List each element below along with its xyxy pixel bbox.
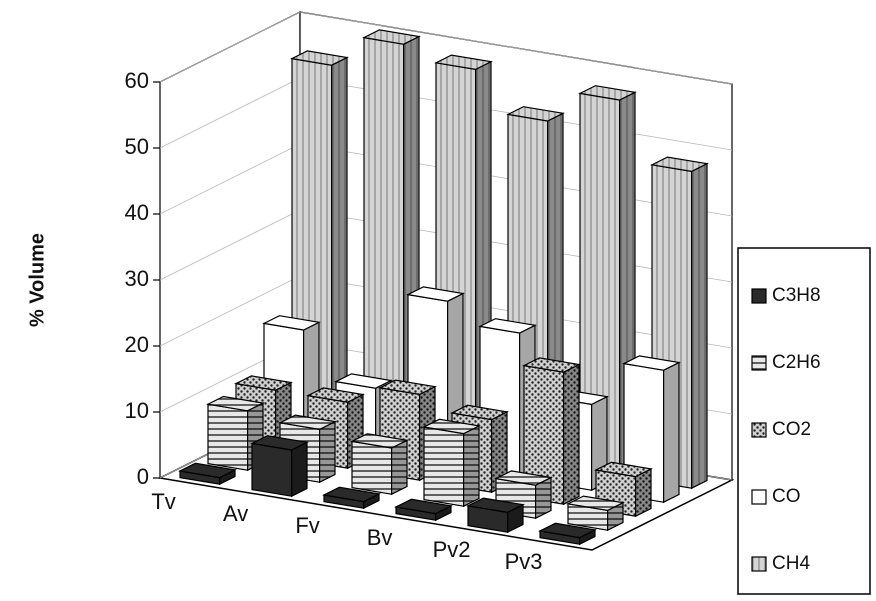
bar-side-shade bbox=[319, 421, 335, 483]
bar-top bbox=[262, 315, 321, 331]
x-tick-label: Fv bbox=[295, 513, 319, 538]
bar bbox=[394, 498, 453, 522]
bar bbox=[566, 495, 625, 532]
bar-side-shade bbox=[291, 442, 307, 497]
bar-side-shade bbox=[507, 504, 523, 533]
bar-top bbox=[290, 50, 349, 66]
legend-box bbox=[737, 247, 871, 595]
x-tick-label: Tv bbox=[151, 489, 175, 514]
legend-swatch bbox=[751, 288, 767, 304]
bar bbox=[422, 418, 481, 508]
bar-top bbox=[334, 373, 393, 389]
bar-top bbox=[350, 433, 409, 449]
bar-side-shade bbox=[663, 362, 679, 503]
bar-side-shade bbox=[579, 529, 595, 545]
x-tick-label: Bv bbox=[367, 525, 393, 550]
bar-side-shade bbox=[691, 163, 707, 489]
bar-front bbox=[251, 442, 293, 497]
bar-top bbox=[578, 85, 637, 101]
bar bbox=[322, 486, 381, 510]
bar-top bbox=[378, 379, 437, 396]
bar bbox=[178, 462, 237, 486]
x-tick-label: Pv3 bbox=[505, 549, 543, 574]
bar-top bbox=[178, 462, 237, 479]
bar-side-shade bbox=[607, 502, 623, 531]
bar bbox=[250, 435, 309, 498]
y-tick-label: 30 bbox=[125, 266, 149, 291]
bar-top bbox=[450, 404, 509, 421]
bar-side-shade bbox=[363, 493, 379, 509]
bar-top bbox=[234, 375, 293, 391]
bar bbox=[350, 433, 409, 496]
y-tick-label: 10 bbox=[125, 398, 149, 423]
bar-top bbox=[622, 355, 681, 371]
bar-top bbox=[466, 497, 525, 514]
x-tick-label: Pv2 bbox=[433, 537, 471, 562]
bar-top bbox=[566, 495, 625, 512]
bar-side-shade bbox=[391, 440, 407, 495]
bar-top bbox=[650, 156, 709, 173]
y-tick-label: 40 bbox=[125, 200, 149, 225]
bar-top bbox=[478, 318, 537, 334]
bar-side-shade bbox=[535, 477, 551, 519]
bar-side-shade bbox=[219, 469, 235, 485]
bar-top bbox=[538, 522, 597, 539]
bar-side-shade bbox=[435, 505, 451, 521]
bar-front bbox=[423, 426, 465, 507]
legend-swatch bbox=[751, 422, 767, 438]
legend-swatch bbox=[751, 556, 767, 572]
legend-swatch bbox=[751, 355, 767, 371]
bar bbox=[538, 522, 597, 546]
bar-front bbox=[351, 440, 393, 495]
bar-top bbox=[278, 414, 337, 431]
bar-top bbox=[422, 418, 481, 435]
bar-top bbox=[362, 29, 421, 45]
legend-label: CO2 bbox=[772, 419, 811, 440]
bar-top bbox=[506, 106, 565, 122]
bar-front bbox=[207, 403, 249, 471]
bar-top bbox=[206, 395, 265, 412]
bar-top bbox=[406, 286, 465, 302]
bar-side-shade bbox=[491, 411, 507, 493]
bar-side-shade bbox=[331, 57, 347, 429]
bar-side-shade bbox=[635, 468, 651, 517]
bar bbox=[466, 497, 525, 534]
bar-side-shade bbox=[563, 364, 579, 505]
y-axis-label: % Volume bbox=[26, 233, 48, 327]
legend-label: C3H8 bbox=[772, 285, 821, 306]
legend-label: C2H6 bbox=[772, 352, 821, 373]
y-tick-label: 0 bbox=[137, 464, 149, 489]
y-tick-label: 60 bbox=[125, 68, 149, 93]
bar-top bbox=[594, 461, 653, 478]
legend-swatch bbox=[751, 489, 767, 505]
x-tick-label: Av bbox=[223, 501, 248, 526]
bar bbox=[522, 357, 581, 506]
bar-top bbox=[434, 54, 493, 71]
grid-line bbox=[159, 11, 733, 85]
bar-top bbox=[250, 435, 309, 451]
legend-label: CO bbox=[772, 486, 801, 507]
bar-top bbox=[494, 470, 553, 486]
legend-label: CH4 bbox=[772, 553, 810, 574]
bar-top bbox=[394, 498, 453, 515]
y-tick-label: 50 bbox=[125, 134, 149, 159]
bar-top bbox=[322, 486, 381, 503]
bar-top bbox=[522, 357, 581, 373]
bar-side-shade bbox=[463, 425, 479, 507]
y-tick-label: 20 bbox=[125, 332, 149, 357]
bar-top bbox=[306, 387, 365, 403]
